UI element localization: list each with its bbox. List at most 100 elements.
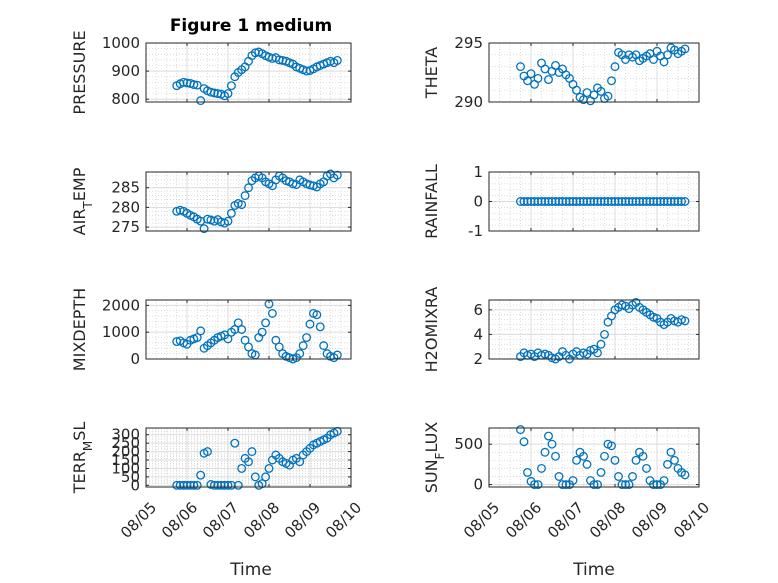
data-point xyxy=(261,472,271,482)
data-point xyxy=(196,470,206,480)
data-point xyxy=(596,468,606,477)
y-axis-label: RAINFALL xyxy=(422,164,441,239)
data-point xyxy=(533,480,543,490)
x-tick-label: 08/10 xyxy=(670,499,713,542)
data-point xyxy=(233,480,243,490)
data-point xyxy=(547,439,557,449)
data-point xyxy=(192,333,202,342)
data-point xyxy=(572,455,581,465)
data-point xyxy=(179,480,189,490)
data-point xyxy=(544,75,553,85)
data-point xyxy=(677,197,686,206)
data-point xyxy=(607,76,616,86)
y-axis-label: PRESSURE xyxy=(70,30,89,114)
data-point xyxy=(182,480,192,490)
data-point xyxy=(196,326,206,336)
data-point xyxy=(561,480,571,490)
y-axis-label: TERRMSL xyxy=(70,422,95,495)
y-tick-label: 800 xyxy=(111,90,140,108)
data-point xyxy=(610,455,620,465)
data-point xyxy=(551,451,560,461)
data-point xyxy=(551,60,560,70)
data-point xyxy=(216,480,226,490)
data-point xyxy=(621,480,630,490)
data-point xyxy=(603,91,613,101)
data-point xyxy=(247,447,257,457)
data-point xyxy=(250,472,260,482)
data-point xyxy=(230,438,240,448)
data-point xyxy=(533,73,543,83)
data-point xyxy=(312,310,322,320)
data-point xyxy=(199,224,209,234)
data-point xyxy=(523,468,532,477)
data-point xyxy=(244,342,253,352)
data-point xyxy=(628,472,637,481)
y-tick-label: 290 xyxy=(454,93,483,111)
data-point xyxy=(523,76,532,86)
y-tick-label: 0 xyxy=(473,476,483,494)
x-tick-label: 08/08 xyxy=(586,499,629,542)
data-point xyxy=(220,480,230,490)
data-point xyxy=(680,316,690,326)
y-tick-label: 500 xyxy=(454,435,483,453)
data-point xyxy=(319,341,329,351)
data-point xyxy=(288,179,298,189)
axes-box xyxy=(145,171,352,232)
y-tick-label: 0 xyxy=(130,476,140,494)
data-point xyxy=(264,464,274,473)
data-point xyxy=(261,318,271,328)
x-tick-label: 08/09 xyxy=(281,499,324,542)
x-tick-label: 08/08 xyxy=(240,499,283,542)
data-point xyxy=(607,441,616,451)
y-tick-label: 280 xyxy=(111,198,140,216)
data-point xyxy=(240,191,250,201)
data-point xyxy=(192,80,202,90)
data-point xyxy=(593,348,602,358)
y-tick-label: 1000 xyxy=(102,323,140,341)
data-point xyxy=(659,476,669,485)
data-point xyxy=(223,216,233,226)
y-tick-label: 50 xyxy=(121,468,140,486)
y-axis-label: AIRTEMP xyxy=(70,167,95,235)
y-tick-label: 275 xyxy=(111,218,140,236)
axes-background xyxy=(146,43,351,102)
data-point xyxy=(230,325,240,334)
y-tick-label: -1 xyxy=(468,222,483,240)
y-tick-label: 900 xyxy=(111,62,140,80)
data-point xyxy=(302,333,312,342)
data-point xyxy=(614,472,623,481)
y-tick-label: 4 xyxy=(473,325,483,343)
data-point xyxy=(572,85,581,95)
x-axis-label-left: Time xyxy=(229,560,272,580)
data-point xyxy=(203,447,212,457)
y-tick-label: 0 xyxy=(473,193,483,211)
data-point xyxy=(295,349,305,359)
y-tick-label: 0 xyxy=(130,350,140,368)
data-point xyxy=(315,322,325,332)
data-point xyxy=(666,447,676,457)
data-point xyxy=(638,451,648,461)
subplot-4: -1 0 1 RAINFALL xyxy=(422,163,700,240)
data-point xyxy=(209,480,219,490)
y-axis-label: SUNFLUX xyxy=(422,422,447,494)
data-point xyxy=(226,480,236,490)
data-point xyxy=(298,341,308,351)
data-point xyxy=(226,208,236,218)
y-tick-label: 300 xyxy=(111,426,140,444)
y-tick-label: 6 xyxy=(473,301,483,319)
subplot-7: 05010015020025030008/0508/0608/0708/0808… xyxy=(70,422,365,542)
data-point xyxy=(680,470,690,480)
data-point xyxy=(206,480,216,489)
data-point xyxy=(172,480,182,490)
data-point xyxy=(649,55,658,64)
data-point xyxy=(680,197,690,206)
data-point xyxy=(579,451,588,461)
data-point xyxy=(642,463,651,473)
data-point xyxy=(237,464,247,473)
data-point xyxy=(274,342,284,352)
x-tick-label: 08/10 xyxy=(322,499,365,542)
x-tick-label: 08/07 xyxy=(544,499,587,542)
y-axis-label: MIXDEPTH xyxy=(70,288,89,371)
data-point xyxy=(192,480,202,490)
